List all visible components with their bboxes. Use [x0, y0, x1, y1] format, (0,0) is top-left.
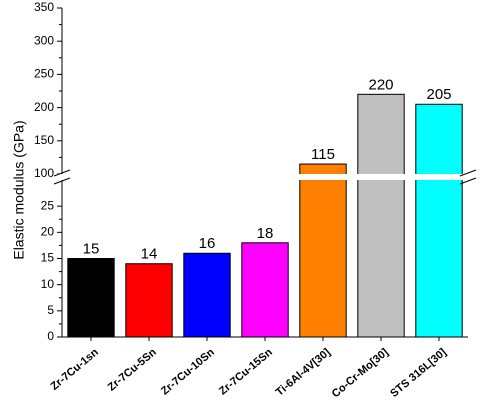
- break-mark: [459, 169, 477, 177]
- value-label: 16: [199, 235, 216, 252]
- bar: [183, 252, 231, 338]
- y-tick-label: 5: [47, 303, 54, 317]
- break-mark: [459, 177, 477, 185]
- break-mark: [53, 169, 71, 177]
- y-tick-label: 15: [41, 251, 55, 265]
- value-label: 205: [426, 86, 451, 103]
- y-axis-label: Elastic modulus (GPa): [11, 120, 27, 259]
- x-tick-label: Zr-7Cu-10Sn: [159, 346, 217, 397]
- value-label: 115: [311, 146, 335, 163]
- x-tick-label: STS 316L[30]: [388, 346, 449, 400]
- x-tick-label: Zr-7Cu-1sn: [49, 346, 101, 393]
- bar: [67, 258, 115, 338]
- y-tick-label: 100: [34, 166, 54, 180]
- y-tick-label: 20: [41, 225, 55, 239]
- break-mark: [53, 177, 71, 185]
- bar: [299, 163, 347, 338]
- value-label: 220: [368, 76, 393, 93]
- bar: [241, 242, 289, 338]
- y-tick-label: 350: [34, 0, 54, 14]
- y-tick-label: 250: [34, 67, 54, 81]
- x-tick-label: Zr-7Cu-15Sn: [217, 346, 275, 397]
- y-tick-label: 10: [41, 277, 55, 291]
- bar: [125, 263, 173, 338]
- y-tick-label: 300: [34, 33, 54, 47]
- bar: [357, 93, 405, 338]
- y-tick-label: 25: [41, 198, 55, 212]
- axis-break: [54, 174, 476, 180]
- y-tick-label: 0: [47, 329, 54, 343]
- x-tick-label: Co-Cr-Mo[30]: [330, 346, 391, 400]
- x-tick-label: Ti-6Al-4V[30]: [274, 346, 333, 398]
- value-label: 14: [141, 246, 158, 263]
- y-tick-label: 150: [34, 133, 54, 147]
- x-tick-label: Zr-7Cu-5Sn: [106, 346, 159, 393]
- value-label: 18: [257, 225, 274, 242]
- y-tick-label: 200: [34, 100, 54, 114]
- bar: [415, 103, 463, 338]
- value-label: 15: [83, 240, 100, 257]
